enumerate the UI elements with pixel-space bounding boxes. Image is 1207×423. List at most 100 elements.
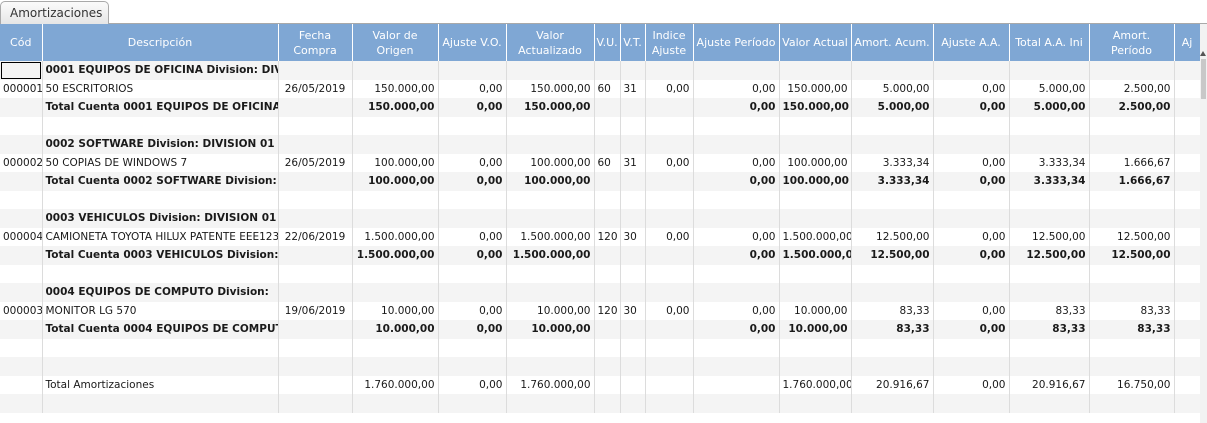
cell-valor-origen[interactable]: 100.000,00 <box>352 153 439 172</box>
cell-fecha-compra[interactable] <box>278 320 353 339</box>
cell-descripcion[interactable]: 0002 SOFTWARE Division: DIVISION 01 <box>42 135 279 154</box>
column-header-ajuste-vo[interactable]: Ajuste V.O. <box>438 24 507 61</box>
cell-amort-acum[interactable] <box>851 264 934 283</box>
cell-vu[interactable]: 60 <box>594 79 621 98</box>
cell-ajuste-vo[interactable]: 0,00 <box>438 227 507 246</box>
cell-ajuste-aa[interactable]: 0,00 <box>933 301 1010 320</box>
cell-descripcion[interactable] <box>42 357 279 376</box>
cell-total-aa-ini[interactable]: 5.000,00 <box>1009 79 1090 98</box>
cell-valor-origen[interactable] <box>352 264 439 283</box>
cell-cod[interactable] <box>0 246 43 265</box>
cell-total-aa-ini[interactable]: 20.916,67 <box>1009 375 1090 394</box>
cell-descripcion[interactable]: Total Cuenta 0002 SOFTWARE Division: <box>42 172 279 191</box>
cell-fecha-compra[interactable]: 26/05/2019 <box>278 153 353 172</box>
cell-amort-acum[interactable]: 83,33 <box>851 320 934 339</box>
cell-ajuste-vo[interactable] <box>438 61 507 80</box>
cell-cod[interactable]: 000002 <box>0 153 43 172</box>
cell-vu[interactable] <box>594 264 621 283</box>
cell-ajuste-periodo[interactable]: 0,00 <box>693 172 780 191</box>
cell-indice-ajuste[interactable] <box>645 394 694 413</box>
column-header-ajuste-aa[interactable]: Ajuste A.A. <box>933 24 1010 61</box>
cell-valor-origen[interactable]: 10.000,00 <box>352 320 439 339</box>
cell-vt[interactable] <box>620 338 646 357</box>
column-header-total-aa-ini[interactable]: Total A.A. Ini <box>1009 24 1090 61</box>
cell-cod[interactable] <box>0 283 43 302</box>
cell-vt[interactable] <box>620 190 646 209</box>
cell-valor-origen[interactable]: 1.500.000,00 <box>352 227 439 246</box>
cell-fecha-compra[interactable] <box>278 135 353 154</box>
cell-valor-actual[interactable] <box>779 209 852 228</box>
cell-amort-acum[interactable]: 3.333,34 <box>851 172 934 191</box>
cell-ajuste-periodo[interactable] <box>693 116 780 135</box>
cell-aj[interactable] <box>1174 283 1201 302</box>
cell-fecha-compra[interactable] <box>278 246 353 265</box>
table-row-header[interactable]: 0004 EQUIPOS DE COMPUTO Division: <box>0 283 1201 302</box>
cell-aj[interactable] <box>1174 153 1201 172</box>
cell-total-aa-ini[interactable] <box>1009 190 1090 209</box>
cell-ajuste-periodo[interactable]: 0,00 <box>693 98 780 117</box>
cell-indice-ajuste[interactable] <box>645 116 694 135</box>
column-header-descripcion[interactable]: Descripción <box>42 24 279 61</box>
column-header-valor-origen[interactable]: Valor de Origen <box>352 24 439 61</box>
cell-descripcion[interactable] <box>42 394 279 413</box>
cell-valor-actual[interactable] <box>779 394 852 413</box>
cell-vt[interactable] <box>620 61 646 80</box>
column-header-cod[interactable]: Cód <box>0 24 43 61</box>
cell-vu[interactable] <box>594 246 621 265</box>
cell-ajuste-aa[interactable]: 0,00 <box>933 153 1010 172</box>
cell-vu[interactable]: 120 <box>594 227 621 246</box>
cell-fecha-compra[interactable] <box>278 190 353 209</box>
cell-descripcion[interactable]: Total Cuenta 0001 EQUIPOS DE OFICINA <box>42 98 279 117</box>
cell-cod[interactable] <box>0 209 43 228</box>
cell-ajuste-vo[interactable] <box>438 394 507 413</box>
cell-vu[interactable] <box>594 283 621 302</box>
cell-vt[interactable] <box>620 246 646 265</box>
cell-indice-ajuste[interactable] <box>645 172 694 191</box>
cell-amort-periodo[interactable] <box>1089 338 1175 357</box>
cell-total-aa-ini[interactable]: 5.000,00 <box>1009 98 1090 117</box>
cell-valor-actual[interactable] <box>779 357 852 376</box>
cell-fecha-compra[interactable] <box>278 338 353 357</box>
cell-vu[interactable] <box>594 320 621 339</box>
cell-vt[interactable] <box>620 264 646 283</box>
cell-total-aa-ini[interactable]: 83,33 <box>1009 320 1090 339</box>
cell-fecha-compra[interactable] <box>278 209 353 228</box>
cell-amort-acum[interactable] <box>851 61 934 80</box>
cell-vu[interactable] <box>594 375 621 394</box>
cell-ajuste-aa[interactable] <box>933 338 1010 357</box>
cell-valor-origen[interactable] <box>352 135 439 154</box>
cell-cod[interactable] <box>0 338 43 357</box>
cell-cod[interactable]: 000001 <box>0 79 43 98</box>
cell-ajuste-aa[interactable]: 0,00 <box>933 320 1010 339</box>
cell-vu[interactable] <box>594 98 621 117</box>
cell-ajuste-vo[interactable] <box>438 209 507 228</box>
cell-valor-actualizado[interactable] <box>506 394 595 413</box>
cell-ajuste-periodo[interactable] <box>693 357 780 376</box>
cell-vt[interactable] <box>620 320 646 339</box>
cell-indice-ajuste[interactable]: 0,00 <box>645 153 694 172</box>
table-row-item[interactable]: 000002 50 COPIAS DE WINDOWS 7 26/05/2019 10… <box>0 153 1201 172</box>
cell-ajuste-aa[interactable] <box>933 116 1010 135</box>
cell-indice-ajuste[interactable] <box>645 135 694 154</box>
cell-aj[interactable] <box>1174 98 1201 117</box>
cell-descripcion[interactable]: 0001 EQUIPOS DE OFICINA Division: DIVISI… <box>42 61 279 80</box>
cell-valor-actual[interactable]: 10.000,00 <box>779 320 852 339</box>
cell-descripcion[interactable] <box>42 338 279 357</box>
cell-aj[interactable] <box>1174 227 1201 246</box>
cell-ajuste-periodo[interactable]: 0,00 <box>693 246 780 265</box>
cell-amort-acum[interactable]: 3.333,34 <box>851 153 934 172</box>
tab-amortizaciones[interactable]: Amortizaciones <box>0 1 109 24</box>
cell-amort-periodo[interactable] <box>1089 357 1175 376</box>
cell-ajuste-aa[interactable] <box>933 283 1010 302</box>
cell-valor-origen[interactable] <box>352 116 439 135</box>
cell-amort-periodo[interactable] <box>1089 264 1175 283</box>
cell-valor-actualizado[interactable]: 10.000,00 <box>506 301 595 320</box>
cell-amort-acum[interactable]: 12.500,00 <box>851 246 934 265</box>
cell-valor-actualizado[interactable] <box>506 209 595 228</box>
cell-ajuste-vo[interactable] <box>438 283 507 302</box>
column-header-fecha-compra[interactable]: Fecha Compra <box>278 24 353 61</box>
cell-valor-actualizado[interactable]: 1.500.000,00 <box>506 227 595 246</box>
cell-descripcion[interactable]: 50 ESCRITORIOS <box>42 79 279 98</box>
cell-vt[interactable] <box>620 116 646 135</box>
cell-vt[interactable] <box>620 357 646 376</box>
